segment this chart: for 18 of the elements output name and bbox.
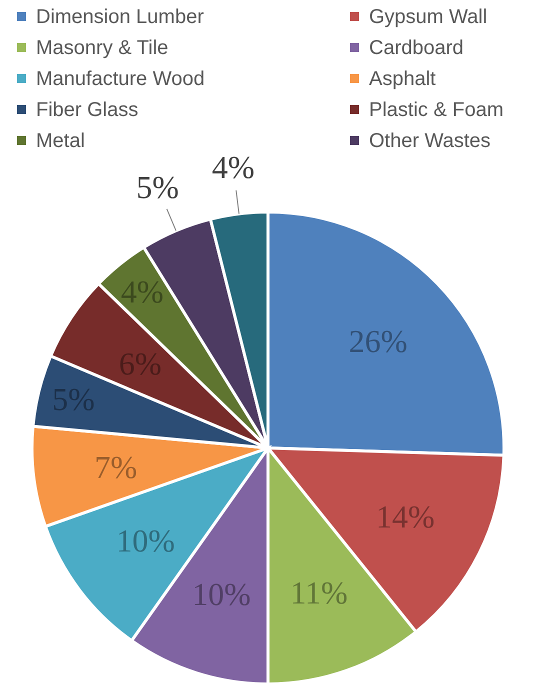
data-label: 11%	[290, 574, 348, 611]
legend-label: Manufacture Wood	[36, 68, 205, 90]
legend-label: Gypsum Wall	[369, 6, 488, 28]
legend-label: Metal	[36, 130, 85, 152]
data-label: 7%	[94, 448, 138, 485]
data-label: 10%	[116, 522, 175, 558]
data-label: 14%	[376, 498, 435, 534]
legend-label: Asphalt	[369, 68, 436, 90]
data-label: 10%	[192, 576, 251, 612]
legend-label: Other Wastes	[369, 130, 491, 152]
legend-label: Fiber Glass	[36, 99, 138, 121]
legend-label: Plastic & Foam	[369, 99, 504, 121]
legend-label: Cardboard	[369, 37, 464, 59]
legend-label: Masonry & Tile	[36, 37, 168, 59]
legend-label: Dimension Lumber	[36, 6, 204, 28]
data-label: 26%	[348, 323, 408, 360]
data-label: 5%	[136, 169, 179, 206]
data-label: 4%	[212, 148, 255, 185]
